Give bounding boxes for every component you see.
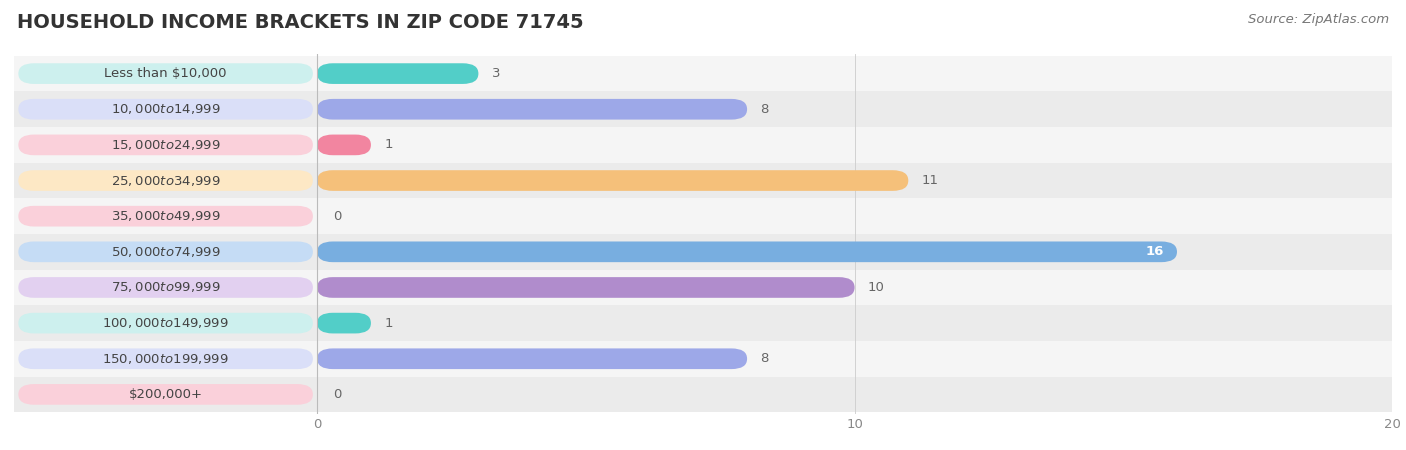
Text: $100,000 to $149,999: $100,000 to $149,999	[103, 316, 229, 330]
FancyBboxPatch shape	[18, 277, 314, 298]
Bar	[14, 270, 1392, 305]
Text: 0: 0	[333, 388, 342, 401]
Text: 3: 3	[492, 67, 501, 80]
Text: $75,000 to $99,999: $75,000 to $99,999	[111, 280, 221, 294]
FancyBboxPatch shape	[18, 135, 314, 155]
Text: 10: 10	[868, 281, 884, 294]
Text: Less than $10,000: Less than $10,000	[104, 67, 226, 80]
Text: $150,000 to $199,999: $150,000 to $199,999	[103, 352, 229, 366]
FancyBboxPatch shape	[18, 242, 314, 262]
Text: 8: 8	[761, 103, 769, 116]
Bar	[14, 234, 1392, 270]
Text: 11: 11	[922, 174, 939, 187]
FancyBboxPatch shape	[318, 135, 371, 155]
FancyBboxPatch shape	[318, 348, 747, 369]
FancyBboxPatch shape	[318, 313, 371, 333]
Text: HOUSEHOLD INCOME BRACKETS IN ZIP CODE 71745: HOUSEHOLD INCOME BRACKETS IN ZIP CODE 71…	[17, 14, 583, 32]
Bar	[14, 127, 1392, 163]
Bar	[14, 163, 1392, 198]
Text: $15,000 to $24,999: $15,000 to $24,999	[111, 138, 221, 152]
Text: Source: ZipAtlas.com: Source: ZipAtlas.com	[1249, 14, 1389, 27]
FancyBboxPatch shape	[318, 277, 855, 298]
FancyBboxPatch shape	[318, 170, 908, 191]
Bar	[14, 91, 1392, 127]
Text: 1: 1	[384, 139, 392, 151]
FancyBboxPatch shape	[18, 313, 314, 333]
Text: 1: 1	[384, 317, 392, 329]
FancyBboxPatch shape	[18, 99, 314, 120]
FancyBboxPatch shape	[18, 63, 314, 84]
Text: 0: 0	[333, 210, 342, 223]
FancyBboxPatch shape	[18, 206, 314, 226]
Bar	[14, 56, 1392, 91]
FancyBboxPatch shape	[318, 242, 1177, 262]
FancyBboxPatch shape	[318, 99, 747, 120]
Bar	[14, 377, 1392, 412]
Text: $50,000 to $74,999: $50,000 to $74,999	[111, 245, 221, 259]
FancyBboxPatch shape	[18, 348, 314, 369]
Bar	[14, 341, 1392, 377]
Bar	[14, 305, 1392, 341]
Text: $25,000 to $34,999: $25,000 to $34,999	[111, 174, 221, 188]
FancyBboxPatch shape	[318, 63, 478, 84]
Text: 8: 8	[761, 352, 769, 365]
Text: $10,000 to $14,999: $10,000 to $14,999	[111, 102, 221, 116]
Text: $35,000 to $49,999: $35,000 to $49,999	[111, 209, 221, 223]
Bar	[14, 198, 1392, 234]
Text: $200,000+: $200,000+	[128, 388, 202, 401]
FancyBboxPatch shape	[18, 170, 314, 191]
FancyBboxPatch shape	[18, 384, 314, 405]
Text: 16: 16	[1144, 245, 1164, 258]
